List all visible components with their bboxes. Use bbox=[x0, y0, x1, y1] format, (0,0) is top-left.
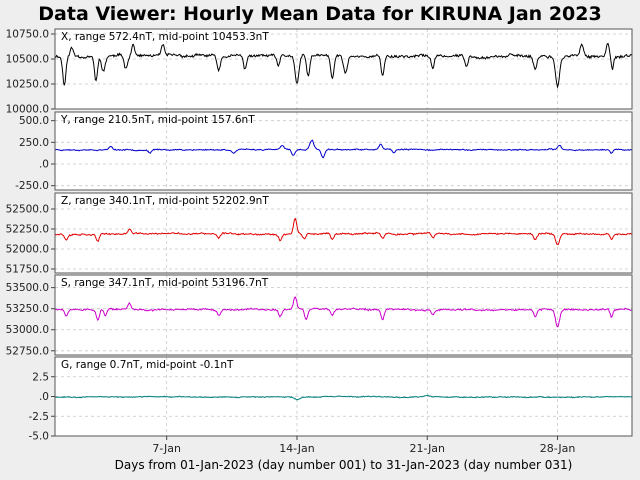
panel-g-frame bbox=[54, 356, 633, 437]
panel-x-label: X, range 572.4nT, mid-point 10453.3nT bbox=[61, 31, 269, 43]
panel-z-frame bbox=[54, 192, 633, 274]
panel-s-ytick-label: 53000.0 bbox=[6, 324, 49, 336]
panel-z-ytick-label: 51750.0 bbox=[6, 264, 49, 276]
panel-g-ytick-label: 2.5 bbox=[32, 371, 49, 383]
panel-s-series-line bbox=[54, 296, 633, 328]
panel-s-ytick-label: 53250.0 bbox=[6, 303, 49, 315]
panel-x-series-line bbox=[54, 42, 633, 89]
panel-z-label: Z, range 340.1nT, mid-point 52202.9nT bbox=[61, 195, 269, 207]
panel-x-ytick-label: 10250.0 bbox=[6, 79, 49, 91]
panel-y-label: Y, range 210.5nT, mid-point 157.6nT bbox=[60, 114, 255, 126]
panel-y-ytick-label: -250.0 bbox=[15, 180, 49, 192]
panel-y-series-line bbox=[54, 139, 632, 159]
panel-y-ytick-label: 500.0 bbox=[19, 115, 49, 127]
x-tick-label: 14-Jan bbox=[279, 442, 315, 455]
panel-x-ytick-label: 10000.0 bbox=[6, 104, 49, 116]
x-tick-label: 21-Jan bbox=[409, 442, 445, 455]
panel-y-ytick-label: .0 bbox=[39, 159, 49, 171]
panel-g-label: G, range 0.7nT, mid-point -0.1nT bbox=[61, 359, 234, 371]
panel-y-background bbox=[55, 112, 632, 190]
panel-g-ytick-label: -2.5 bbox=[29, 411, 50, 423]
panel-z-series-line bbox=[54, 217, 633, 246]
panel-x-ytick-label: 10500.0 bbox=[6, 54, 49, 66]
panel-y-frame bbox=[54, 111, 633, 191]
panel-z-ytick-label: 52000.0 bbox=[6, 244, 49, 256]
panel-x-frame bbox=[54, 28, 633, 110]
panel-s-ytick-label: 53500.0 bbox=[6, 282, 49, 294]
chart-title: Data Viewer: Hourly Mean Data for KIRUNA… bbox=[38, 3, 602, 25]
panel-x-ytick-label: 10750.0 bbox=[6, 29, 49, 41]
x-tick-label: 7-Jan bbox=[152, 442, 181, 455]
panel-s-frame bbox=[54, 274, 633, 356]
panel-g-ytick-label: .0 bbox=[39, 391, 49, 403]
panel-y-ytick-label: 250.0 bbox=[19, 137, 49, 149]
panel-g-series-line bbox=[55, 394, 632, 401]
x-axis-label: Days from 01-Jan-2023 (day number 001) t… bbox=[114, 458, 573, 472]
panel-z-ytick-label: 52500.0 bbox=[6, 204, 49, 216]
panel-s-background bbox=[55, 275, 632, 355]
panel-g-ytick-label: -5.0 bbox=[29, 431, 50, 443]
panel-s-label: S, range 347.1nT, mid-point 53196.7nT bbox=[61, 277, 269, 289]
panel-s-ytick-label: 52750.0 bbox=[6, 345, 49, 357]
panel-z-ytick-label: 52250.0 bbox=[6, 224, 49, 236]
x-tick-label: 28-Jan bbox=[540, 442, 576, 455]
